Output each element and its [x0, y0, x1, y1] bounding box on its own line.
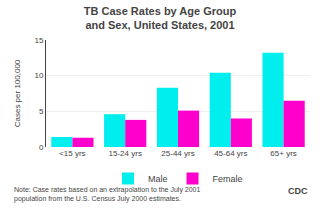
svg-text:CDC: CDC [288, 186, 308, 196]
svg-text:5: 5 [39, 107, 44, 116]
svg-text:25-44 yrs: 25-44 yrs [161, 149, 194, 158]
svg-text:15-24 yrs: 15-24 yrs [109, 149, 142, 158]
svg-text:10: 10 [34, 71, 43, 80]
svg-text:Female: Female [213, 174, 243, 184]
svg-text:Note: Case rates based on an e: Note: Case rates based on an extrapolati… [14, 186, 201, 203]
svg-text:15: 15 [34, 36, 43, 45]
svg-text:<15 yrs: <15 yrs [59, 149, 85, 158]
svg-text:TB Case Rates by Age Groupand: TB Case Rates by Age Groupand Sex, Unite… [84, 5, 237, 31]
svg-text:0: 0 [39, 143, 44, 152]
svg-text:45-64 yrs: 45-64 yrs [214, 149, 247, 158]
svg-text:65+ yrs: 65+ yrs [270, 149, 296, 158]
svg-text:Male: Male [148, 174, 168, 184]
svg-text:Cases per 100,000: Cases per 100,000 [13, 59, 22, 127]
